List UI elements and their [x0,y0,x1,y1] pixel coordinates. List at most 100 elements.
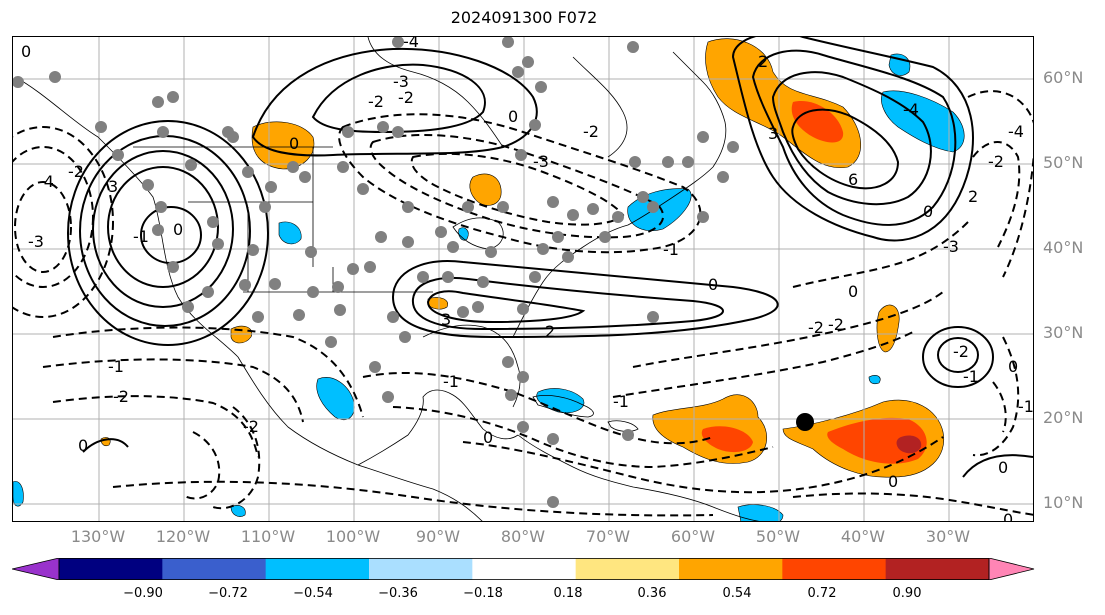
anomaly-gulf-small [427,297,449,310]
colorbar-segment [369,558,473,580]
contour-caribbean-trough [392,406,774,469]
colorbar-extend-high [988,557,1035,581]
anomaly-tropical-atlantic-south [737,504,784,521]
contour-label: 0 [508,107,518,126]
storm-center-marker [796,413,814,431]
contour-label: -2 [828,315,844,334]
contour-canada-trough-3 [410,152,625,226]
contour-label: -4 [1008,122,1024,141]
colorbar-graphic [11,557,1035,581]
contour-label: -1 [663,240,679,259]
anomaly-rockies [278,221,302,245]
contour-canada-ridge [251,47,538,157]
lat-label-50n: 50°N [1043,153,1084,172]
contour-gulf-trough [362,372,714,445]
contour-southeast-ridge-2 [411,276,724,331]
contour-tropics-trough [462,436,944,494]
colorbar-segment [679,558,783,580]
colorbar-segment [885,558,990,580]
contour-label: -3 [943,237,959,256]
colorbar-segment [575,558,680,580]
colorbar-segment [472,558,577,580]
contour-subtropic-trough-1 [52,326,364,418]
anomaly-western-us [251,121,315,170]
lat-label-10n: 10°N [1043,493,1084,512]
lat-label-40n: 40°N [1043,238,1084,257]
lon-label-80w: 80°W [500,527,546,546]
contour-label: -1 [963,367,979,386]
contour-label: -2 [243,417,259,436]
negative-contours [13,90,1033,517]
anomaly-midwest [458,227,469,241]
contour-label: -2 [808,318,824,337]
contour-label: -1 [443,372,459,391]
colorbar-extend-low [11,557,60,581]
colorbar-tick: 0.54 [722,586,752,601]
contour-label: 0 [173,220,183,239]
contour-tropics-zero [962,454,1033,478]
contour-label: -4 [38,172,54,191]
contour-label: 3 [768,124,778,143]
contour-label: -4 [403,37,419,51]
contour-southeast-ridge-3 [426,290,586,324]
anomaly-pacific-edge [13,481,24,507]
contour-subtropic-trough-3 [52,395,259,458]
station-markers [13,37,739,508]
lon-label-40w: 40°W [840,527,886,546]
contour-label: -3 [28,232,44,251]
contour-label: 0 [21,42,31,61]
contour-canada-trough-1 [338,113,702,254]
contour-label: 2 [545,322,555,341]
contour-label: 0 [483,428,493,447]
contour-label: 0 [708,275,718,294]
contour-pacific-low-3 [14,181,72,273]
contour-label: 0 [998,458,1008,477]
anomaly-atlantic-tropics-east-core [827,417,927,464]
contour-east-atlantic-south-2 [992,381,1007,433]
colorbar-tick: −0.54 [293,586,333,601]
colorbar [11,557,1036,584]
contour-west-coast-ridge-1 [107,166,219,288]
lon-label-50w: 50°W [755,527,801,546]
contour-east-atlantic-high-2 [937,337,979,373]
lat-label-60n: 60°N [1043,68,1084,87]
contour-label: 3 [441,310,451,329]
lat-label-30n: 30°N [1043,323,1084,342]
contour-central-atlantic-1 [632,291,944,368]
anomaly-east-atlantic-small [868,375,881,385]
colorbar-tick: −0.90 [123,586,163,601]
contour-central-atlantic-3 [792,221,969,288]
anomaly-central-atlantic [876,304,900,353]
anomaly-mexico [316,377,355,421]
contour-canada-ridge-inner [311,63,486,134]
map-canvas: -3 -2 -2 -4 0 0 -1 3 0 -4 -3 -2 -1 -2 -2… [13,37,1033,522]
contour-label: -2 [68,162,84,181]
contour-label: 2 [968,187,978,206]
contour-atlantic-trough-2 [972,141,1021,248]
colorbar-segment [782,558,887,580]
lon-label-100w: 100°W [325,527,381,546]
colorbar-segment [59,558,163,580]
contour-label: -2 [953,342,969,361]
colorbar-segment [162,558,267,580]
contour-label: 0 [1003,510,1013,522]
anomaly-atlantic-tropics-east-max [896,435,922,454]
contour-label: -2 [113,387,129,406]
lon-label-70w: 70°W [585,527,631,546]
contour-label: -1 [108,357,124,376]
lon-label-110w: 110°W [240,527,296,546]
contour-pacific-tropics-2 [182,431,221,500]
contour-label: 0 [888,472,898,491]
contour-label: 0 [923,202,933,221]
lon-label-120w: 120°W [155,527,211,546]
colorbar-tick: −0.36 [378,586,418,601]
contour-label: 2 [758,52,768,71]
colorbar-tick: 0.72 [807,586,837,601]
lon-label-130w: 130°W [70,527,126,546]
anomaly-caribbean [536,388,585,414]
contour-label: -2 [398,88,414,107]
contour-atlantic-ridge-4 [791,108,900,190]
contour-equator-trough [112,480,714,517]
contour-west-coast-ridge-5 [140,206,202,264]
map-panel: -3 -2 -2 -4 0 0 -1 3 0 -4 -3 -2 -1 -2 -2… [12,36,1034,522]
